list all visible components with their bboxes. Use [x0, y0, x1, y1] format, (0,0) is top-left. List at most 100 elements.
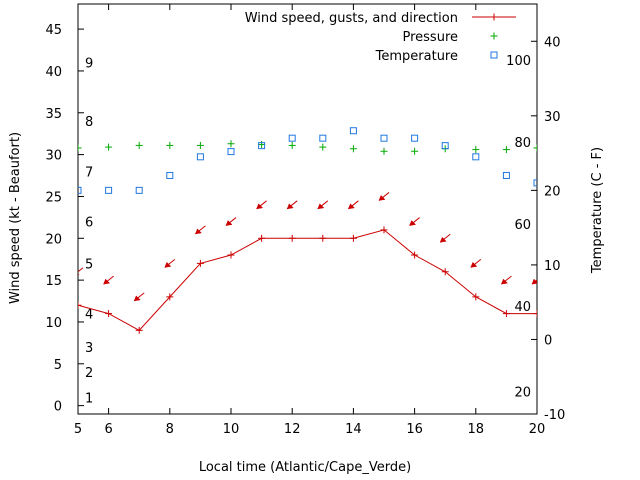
temperature-point — [441, 142, 449, 150]
wind-speed-point — [319, 234, 327, 242]
wind-direction-arrow — [439, 233, 451, 243]
pressure-point — [472, 146, 480, 154]
beaufort-label: 2 — [85, 366, 93, 381]
temperature-point — [288, 134, 296, 142]
temperature-point — [349, 127, 357, 135]
wind-direction-arrow-head — [409, 220, 417, 226]
wind-speed-point — [196, 259, 204, 267]
temperature-point — [78, 186, 82, 194]
wind-direction-arrow-head — [439, 236, 447, 243]
beaufort-label: 7 — [85, 165, 93, 180]
wind-direction-arrow-head — [78, 273, 80, 276]
y-tick-label: 35 — [45, 107, 62, 122]
pressure-point — [349, 145, 357, 153]
wind-speed-point — [533, 310, 537, 318]
fahrenheit-label: 20 — [514, 386, 531, 401]
wind-direction-arrow — [317, 200, 329, 210]
beaufort-label: 3 — [85, 341, 93, 356]
wind-direction-arrow-head — [470, 261, 478, 268]
y-tick-label: 10 — [45, 316, 62, 331]
wind-direction-arrow — [225, 217, 237, 226]
wind-direction-arrow-head — [256, 203, 264, 210]
wind-direction-arrow-head — [103, 278, 111, 285]
x-tick-label: 10 — [223, 422, 240, 437]
y2-axis-label: Temperature (C - F) — [590, 147, 605, 274]
pressure-point — [258, 141, 266, 149]
pressure-point — [533, 144, 537, 152]
pressure-point — [411, 147, 419, 155]
wind-direction-arrow — [501, 275, 512, 285]
wind-direction-arrow-head — [378, 195, 386, 201]
pressure-point — [288, 141, 296, 149]
wind-direction-arrow-shaft — [78, 267, 84, 273]
pressure-point — [380, 147, 388, 155]
wind-direction-arrow-head — [225, 220, 233, 226]
x-tick-label: 16 — [406, 422, 423, 437]
pressure-point — [135, 141, 143, 149]
y2-tick-label: 40 — [544, 35, 561, 50]
wind-speed-point — [258, 234, 266, 242]
wind-direction-arrow — [133, 292, 145, 302]
wind-direction-arrow — [164, 258, 176, 268]
wind-speed-point — [502, 310, 510, 318]
y-tick-label: 15 — [45, 274, 62, 289]
wind-direction-arrow — [103, 275, 114, 285]
y2-tick-label: -10 — [544, 408, 565, 423]
legend-label: Wind speed, gusts, and direction — [245, 11, 458, 26]
temperature-point — [135, 186, 143, 194]
temperature-point — [380, 134, 388, 142]
fahrenheit-label: 100 — [506, 54, 531, 69]
pressure-point — [196, 141, 204, 149]
wind-speed-point — [288, 234, 296, 242]
y-tick-label: 40 — [45, 65, 62, 80]
beaufort-label: 1 — [85, 391, 93, 406]
y2-tick-label: 10 — [544, 259, 561, 274]
legend-label: Pressure — [402, 30, 458, 45]
pressure-point — [78, 144, 82, 152]
wind-speed-point — [441, 268, 449, 276]
fahrenheit-label: 80 — [514, 136, 531, 151]
temperature-point — [472, 153, 480, 161]
temperature-point — [533, 179, 537, 187]
legend-marker — [490, 51, 498, 59]
wind-speed-point — [472, 293, 480, 301]
wind-direction-arrow — [378, 192, 390, 201]
wind-direction-arrow-head — [531, 278, 537, 285]
y2-tick-label: 30 — [544, 110, 561, 125]
x-tick-label: 14 — [345, 422, 362, 437]
temperature-point — [319, 134, 327, 142]
wind-speed-point — [411, 251, 419, 259]
beaufort-label: 9 — [85, 57, 93, 72]
ticks-layer: 6 8 10 12 14 16 18 205051015202530354045-100102… — [45, 4, 565, 437]
plot-frame — [77, 3, 538, 415]
beaufort-label: 4 — [85, 308, 93, 323]
wind-direction-arrow — [256, 200, 267, 210]
temperature-point — [258, 142, 266, 150]
y-tick-label: 25 — [45, 190, 62, 205]
wind-speed-point — [349, 234, 357, 242]
beaufort-label: 8 — [85, 115, 93, 130]
wind-speed-point — [105, 310, 113, 318]
wind-direction-arrow-head — [501, 278, 508, 285]
x-tick-label: 8 — [166, 422, 174, 437]
wind-speed-point — [166, 293, 174, 301]
wind-direction-arrow — [531, 278, 537, 285]
fahrenheit-label: 40 — [514, 300, 531, 315]
wind-speed-line — [78, 229, 537, 331]
temperature-point — [502, 171, 510, 179]
y-tick-label: 45 — [45, 23, 62, 38]
y-tick-label: 5 — [54, 358, 62, 373]
temperature-point — [105, 186, 113, 194]
wind-direction-arrow — [409, 217, 420, 226]
wind-direction-arrow-head — [133, 295, 141, 302]
wind-speed-point — [78, 301, 82, 309]
temperature-point — [166, 171, 174, 179]
legend-marker — [490, 32, 498, 40]
beaufort-label: 6 — [85, 216, 93, 231]
marks-layer — [78, 127, 537, 334]
x-tick-label: 20 — [529, 422, 546, 437]
y2-tick-label: 0 — [544, 333, 552, 348]
x-axis-label: Local time (Atlantic/Cape_Verde) — [199, 460, 411, 475]
y-tick-label: 20 — [45, 232, 62, 247]
temperature-point — [196, 153, 204, 161]
